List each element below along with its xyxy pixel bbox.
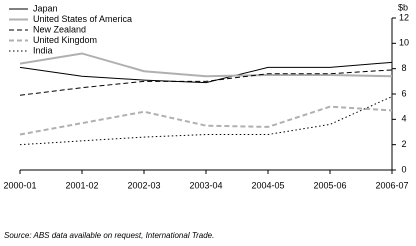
x-tick-label: 2003-04 — [189, 180, 222, 190]
series-line — [19, 69, 393, 96]
legend-label: New Zealand — [33, 24, 86, 34]
x-tick-label: 2004-05 — [251, 180, 284, 190]
y-tick-label: 2 — [401, 139, 406, 149]
legend-label: United States of America — [33, 14, 132, 24]
legend-label: Japan — [33, 3, 58, 13]
source-note: Source: ABS data available on request, I… — [4, 231, 214, 240]
y-tick-label: 6 — [401, 88, 406, 98]
series-line — [19, 96, 393, 146]
x-tick-label: 2005-06 — [313, 180, 346, 190]
series-line — [19, 52, 393, 78]
y-axis-label: $b — [398, 2, 408, 12]
y-tick-label: 10 — [399, 38, 409, 48]
series-line — [19, 61, 393, 84]
x-tick-label: 2002-03 — [127, 180, 160, 190]
y-tick-label: 12 — [399, 12, 409, 22]
y-tick-label: 8 — [401, 63, 406, 73]
legend-label: United Kingdom — [33, 35, 97, 45]
x-tick-label: 2006-07 — [375, 180, 408, 190]
x-tick-label: 2000-01 — [3, 180, 36, 190]
series-line — [19, 105, 393, 136]
x-tick-label: 2001-02 — [65, 180, 98, 190]
y-tick-label: 0 — [401, 164, 406, 174]
legend-label: India — [33, 45, 53, 55]
y-tick-label: 4 — [401, 114, 406, 124]
